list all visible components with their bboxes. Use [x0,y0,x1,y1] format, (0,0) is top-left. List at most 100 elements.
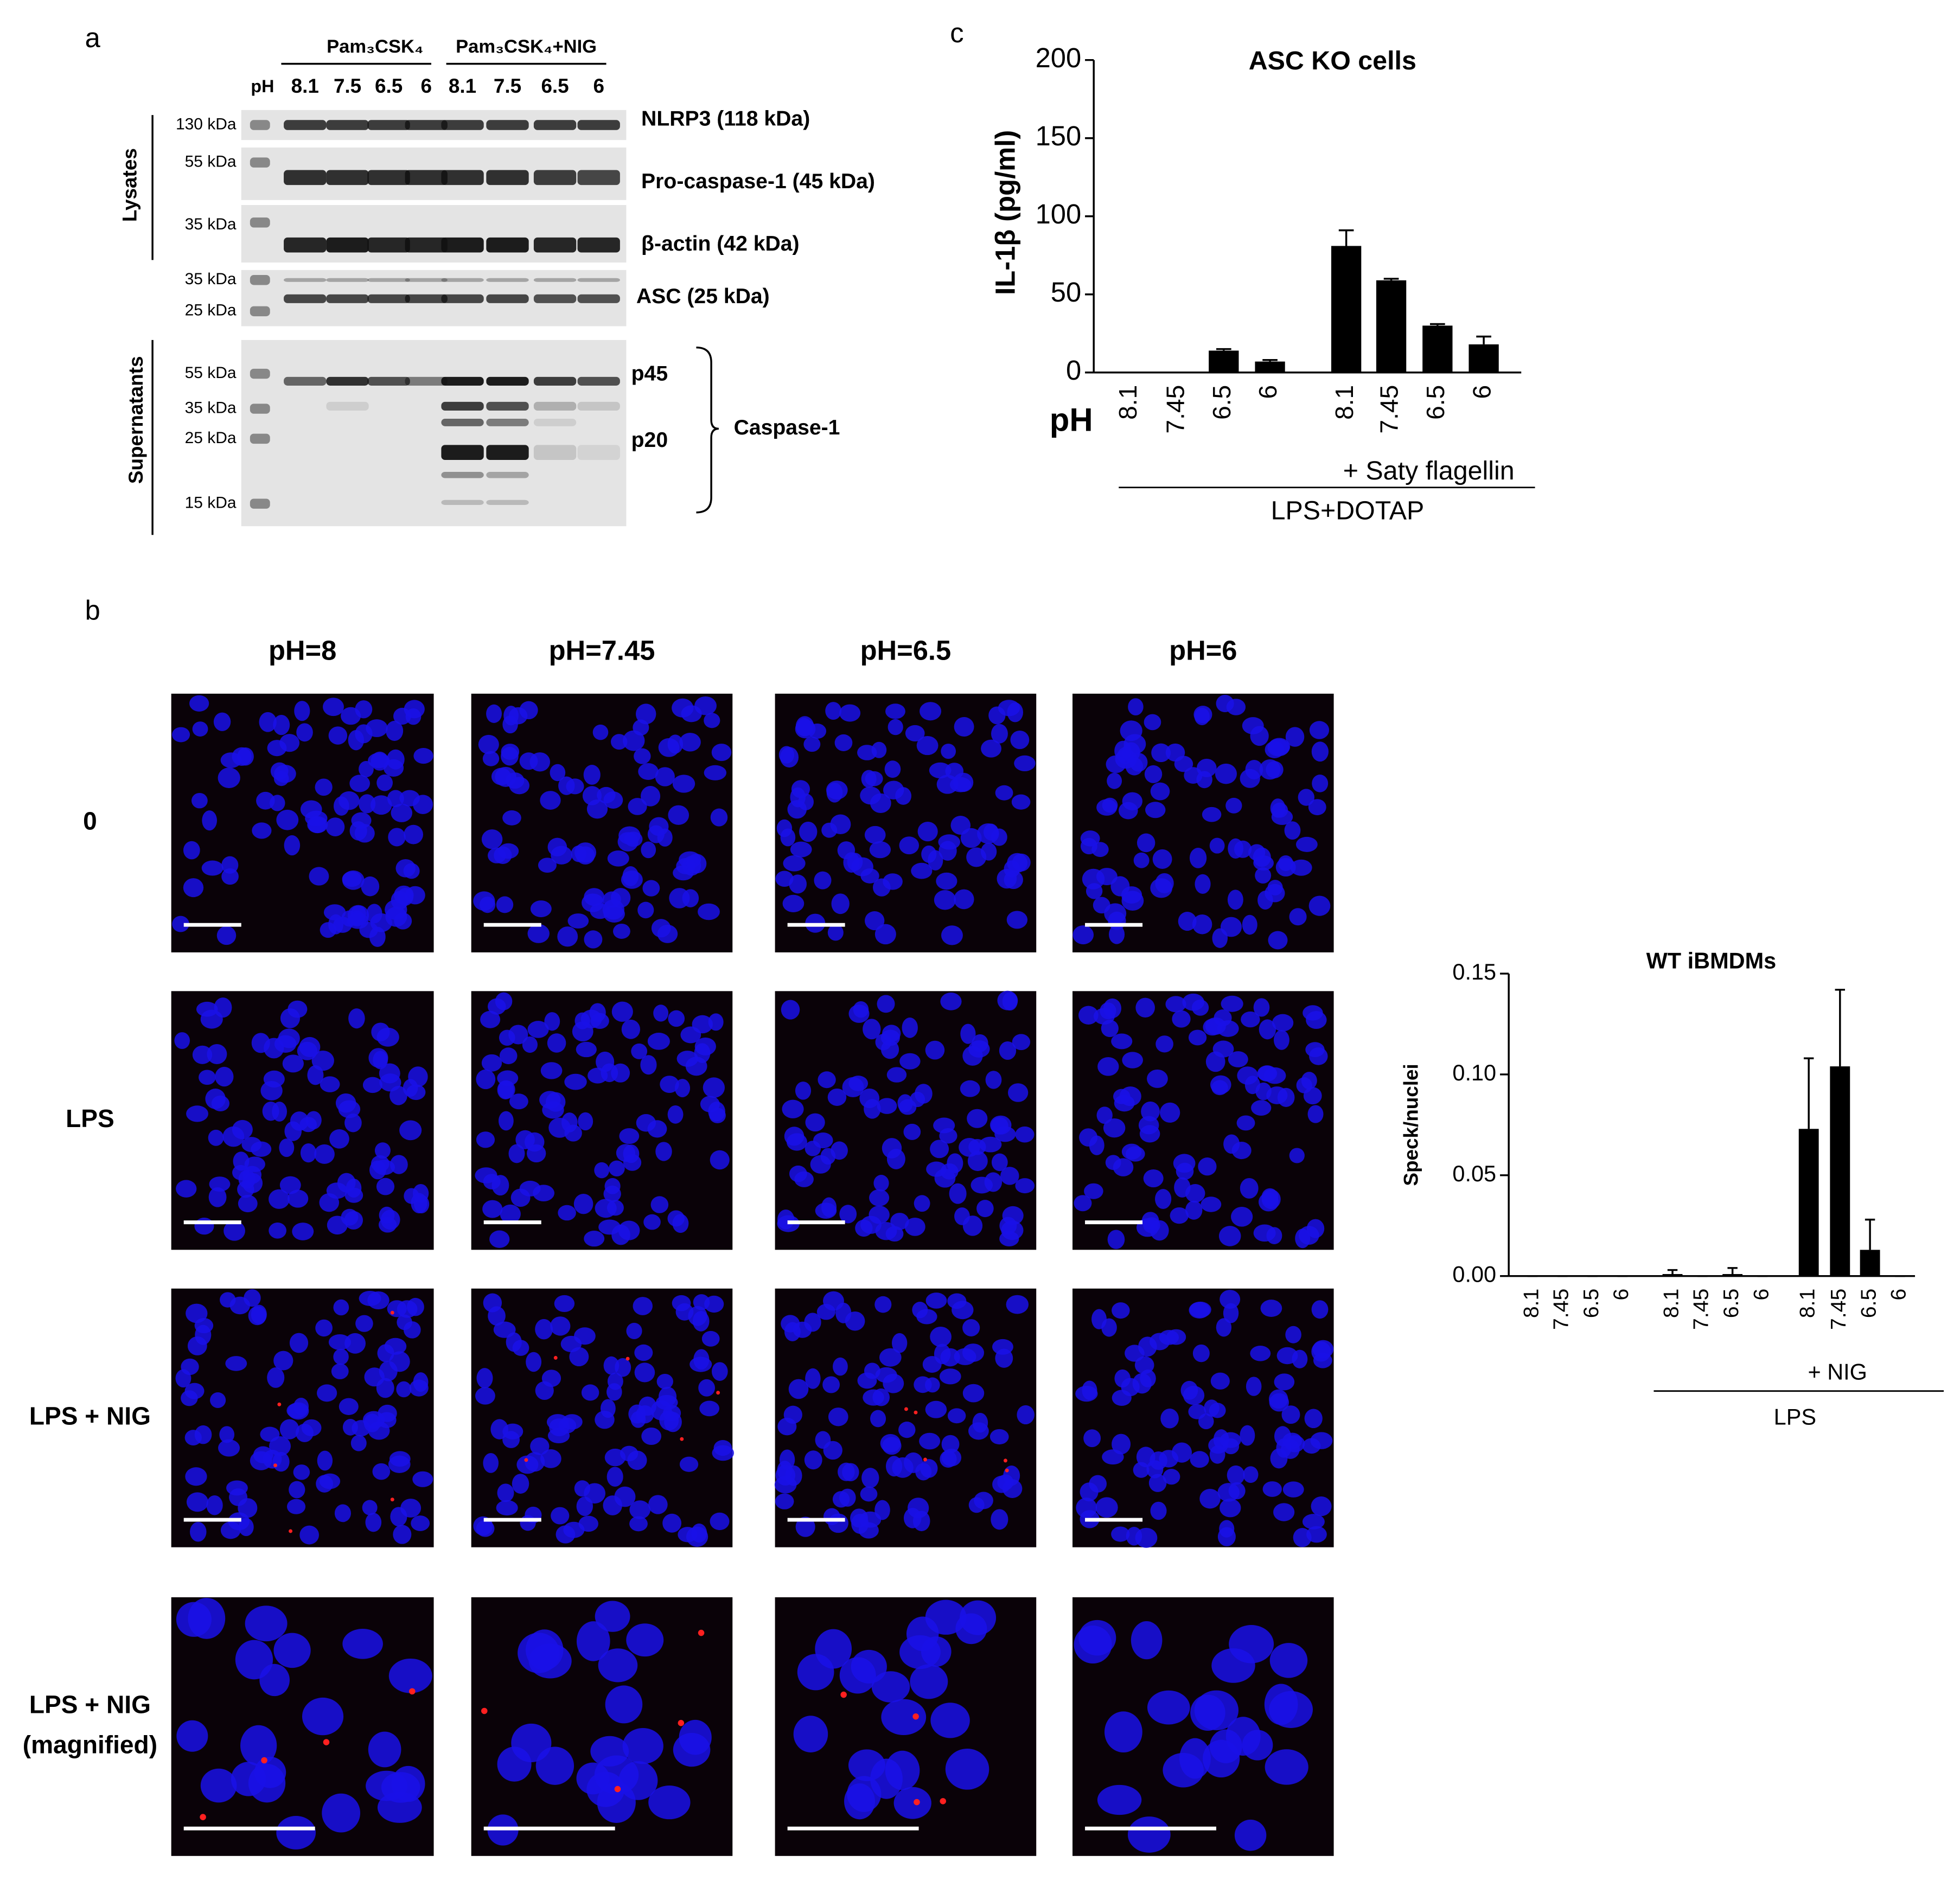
nucleus [344,1187,363,1203]
nucleus [1109,924,1125,944]
nucleus [925,1599,967,1635]
nucleus [1267,880,1283,895]
blot-band [486,500,529,506]
nucleus [795,1517,815,1537]
nucleus [611,1001,633,1022]
nucleus [1240,769,1260,788]
blot-band [533,294,577,303]
nucleus [693,1294,710,1310]
nucleus [839,1205,857,1224]
nucleus [613,923,630,939]
nucleus [1227,1465,1245,1485]
nucleus [399,1120,422,1141]
nucleus [877,995,895,1013]
nucleus [1248,844,1266,861]
nucleus [538,858,557,873]
x-axis-label: LPS [1774,1404,1816,1429]
band-label: Pro-caspase-1 (45 kDa) [641,170,875,193]
nucleus [354,824,375,843]
nucleus [547,1033,566,1053]
nucleus [870,1410,886,1428]
nucleus [672,698,694,718]
blot-band [533,376,577,386]
nucleus [826,780,848,800]
nucleus [186,1303,208,1323]
ladder-band [250,498,270,509]
marker-label: 130 kDa [176,115,237,133]
nucleus [848,1004,870,1023]
nucleus [551,846,572,865]
nucleus [794,1171,814,1187]
blot-band [405,120,448,130]
nucleus [199,1070,216,1085]
nucleus [241,1137,262,1153]
nucleus [784,1127,805,1146]
nucleus [619,1128,640,1144]
y-tick-label: 100 [1036,199,1082,229]
group-label: Pam₃CSK₄ [327,36,423,57]
nucleus [1165,743,1185,762]
nucleus [1097,1784,1142,1815]
nucleus [899,1053,921,1070]
speck [678,1719,685,1726]
blot-band [405,294,448,303]
nucleus [1112,1434,1131,1455]
nucleus [638,763,659,780]
nucleus [550,1316,571,1336]
nucleus [893,1787,931,1819]
nucleus [481,1054,502,1072]
nucleus [1269,1643,1308,1678]
nucleus [712,1445,735,1461]
nucleus [288,1402,309,1420]
nucleus [656,1373,673,1390]
nucleus [1209,1403,1226,1418]
nucleus [777,1417,797,1436]
nucleus [272,1451,290,1472]
nucleus [481,829,503,849]
section-label: Supernatants [125,356,147,484]
nucleus [640,786,661,807]
nucleus [914,1376,932,1393]
nucleus [925,1400,947,1418]
nucleus [482,1200,503,1218]
nucleus [1223,1134,1240,1154]
nucleus [317,1450,333,1471]
nucleus [1104,903,1127,924]
nucleus [821,1197,837,1217]
nucleus [804,1450,822,1470]
nucleus [554,1295,575,1313]
nucleus [1001,1220,1024,1240]
nucleus [574,1480,591,1497]
nucleus [363,1413,381,1432]
nucleus [1268,931,1288,950]
nucleus [616,1144,636,1162]
nucleus [991,1153,1008,1172]
nucleus [1072,925,1094,945]
nucleus [1270,1448,1288,1469]
nucleus [339,1398,359,1415]
nucleus [496,896,514,913]
nucleus [542,1101,564,1119]
nucleus [633,1297,653,1315]
nucleus [1268,1389,1288,1409]
nucleus [260,1081,283,1100]
nucleus [1289,908,1307,926]
nucleus [1202,807,1222,822]
nucleus [703,1077,725,1098]
nucleus [480,1010,501,1028]
nucleus [659,1410,679,1431]
nucleus [370,795,392,815]
nucleus [582,893,604,912]
nucleus [573,1193,593,1214]
nucleus [976,1200,994,1218]
blot-band [577,294,620,303]
nucleus [348,730,365,751]
nucleus [863,1019,881,1040]
speck [524,1458,528,1462]
nucleus [598,1648,638,1682]
ladder-band [250,368,270,379]
nucleus [327,1215,348,1235]
nucleus [1195,874,1211,894]
nucleus [1262,1481,1282,1497]
nucleus [238,1169,256,1189]
